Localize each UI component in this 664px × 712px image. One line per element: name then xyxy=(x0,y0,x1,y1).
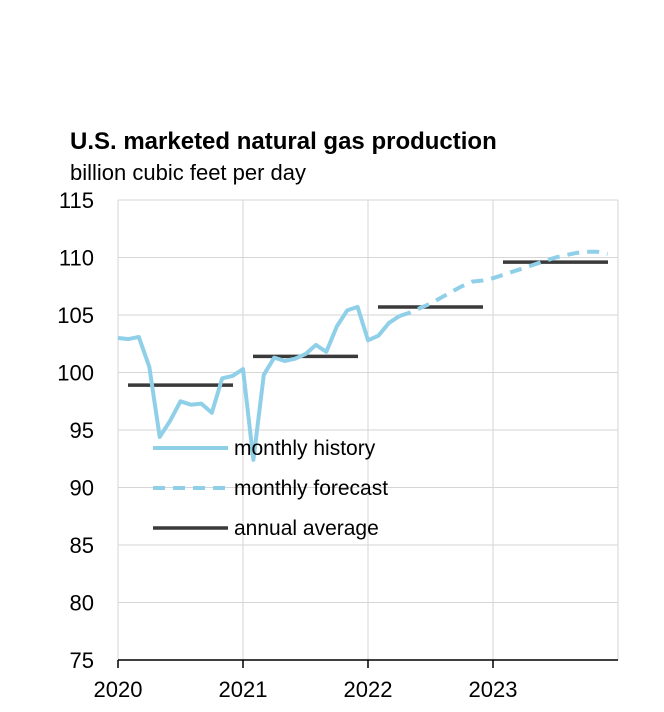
x-tick-label: 2023 xyxy=(469,677,518,702)
y-tick-label: 75 xyxy=(70,648,94,673)
x-tick-label: 2021 xyxy=(219,677,268,702)
x-tick-label: 2020 xyxy=(94,677,143,702)
y-tick-label: 95 xyxy=(70,418,94,443)
y-tick-label: 90 xyxy=(70,476,94,501)
y-tick-label: 110 xyxy=(59,246,94,271)
legend-label-forecast: monthly forecast xyxy=(234,477,388,500)
x-tick-label: 2022 xyxy=(344,677,393,702)
y-tick-labels: 75 80 85 90 95 100 105 110 115 xyxy=(57,188,94,673)
y-tick-label: 105 xyxy=(57,303,94,328)
axes xyxy=(117,659,618,668)
annual-average-series xyxy=(128,260,608,387)
y-tick-label: 115 xyxy=(59,188,94,213)
x-tick-labels: 2020 2021 2022 2023 xyxy=(94,677,518,702)
monthly-history-line xyxy=(117,304,401,462)
gridlines xyxy=(117,199,619,660)
monthly-forecast-line xyxy=(398,249,609,319)
legend-label-annual: annual average xyxy=(234,517,379,540)
monthly-series xyxy=(117,249,609,462)
legend-label-history: monthly history xyxy=(234,437,376,460)
y-tick-label: 85 xyxy=(70,533,94,558)
y-tick-label: 100 xyxy=(57,361,94,386)
y-tick-label: 80 xyxy=(70,591,94,616)
chart-title: U.S. marketed natural gas production xyxy=(70,128,497,155)
chart-subtitle: billion cubic feet per day xyxy=(70,160,307,185)
legend: monthly history monthly forecast annual av… xyxy=(153,437,388,540)
